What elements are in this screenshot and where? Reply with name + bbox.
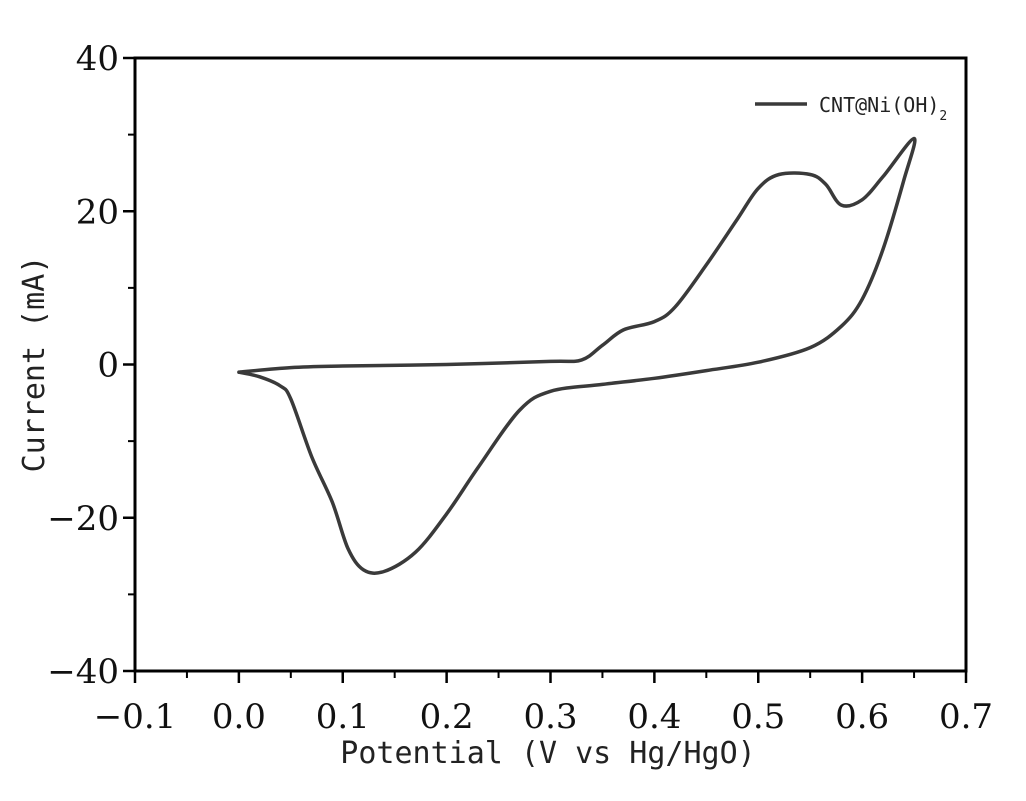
x-tick-label: 0.7 [939,697,993,737]
legend-series-name: CNT@Ni(OH) [819,93,939,117]
y-axis-title: Current (mA) [17,256,52,473]
x-tick-label: 0.2 [420,697,474,737]
legend-series-subscript: 2 [939,109,947,124]
series-line-cnt-ni-oh2 [237,136,917,575]
x-tick-label: −0.1 [94,697,177,737]
x-tick-label: 0.5 [731,697,785,737]
y-tick-label: 40 [76,39,119,79]
plot-frame [133,56,968,673]
legend: CNT@Ni(OH)2 [755,93,947,124]
x-tick-label: 0.0 [212,697,266,737]
x-tick-label: 0.4 [627,697,681,737]
y-tick-label: 20 [76,192,119,232]
y-tick-label: −40 [47,652,119,692]
x-axis-title: Potential (V vs Hg/HgO) [340,736,755,771]
legend-label: CNT@Ni(OH)2 [819,93,947,124]
y-tick-label: 0 [97,346,119,386]
tick-labels: −0.1 0.0 0.1 0.2 0.3 0.4 0.5 0.6 0.7 −40 −20 0 20 40 [47,39,993,737]
x-tick-label: 0.3 [523,697,577,737]
x-tick-label: 0.1 [316,697,370,737]
x-tick-label: 0.6 [835,697,889,737]
y-tick-label: −20 [47,499,119,539]
